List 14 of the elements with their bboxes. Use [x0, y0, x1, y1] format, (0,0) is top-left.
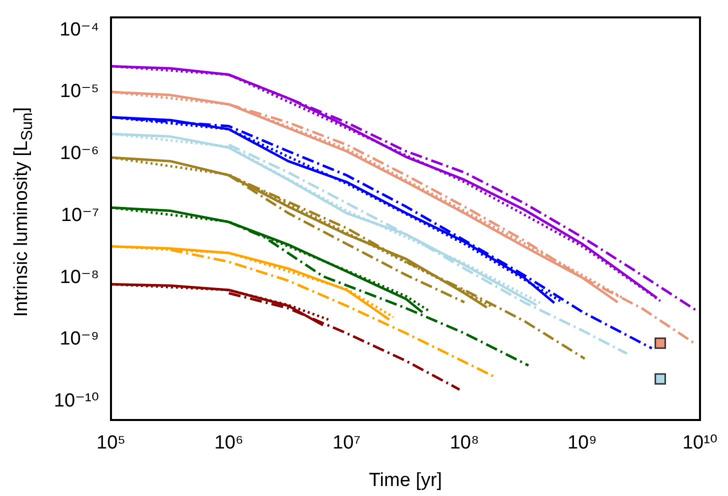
y-tick-label: 10⁻⁵: [60, 81, 99, 102]
x-axis-title: Time [yr]: [368, 470, 442, 491]
x-tick-label: 10⁵: [96, 432, 126, 454]
x-tick-label: 10⁷: [332, 432, 361, 454]
y-tick-label: 10⁻⁴: [60, 19, 99, 40]
x-tick-label: 10⁶: [214, 432, 244, 454]
y-tick-label: 10⁻⁸: [60, 266, 99, 288]
y-tick-label: 10⁻⁷: [60, 204, 100, 226]
x-tick-label: 10¹⁰: [682, 432, 718, 454]
x-tick-label: 10⁸: [450, 432, 479, 454]
y-tick-label: 10⁻⁶: [60, 143, 99, 164]
y-tick-label: 10⁻¹⁰: [54, 390, 99, 412]
y-tick-label: 10⁻⁹: [60, 328, 99, 350]
x-tick-label: 10⁹: [568, 432, 597, 454]
